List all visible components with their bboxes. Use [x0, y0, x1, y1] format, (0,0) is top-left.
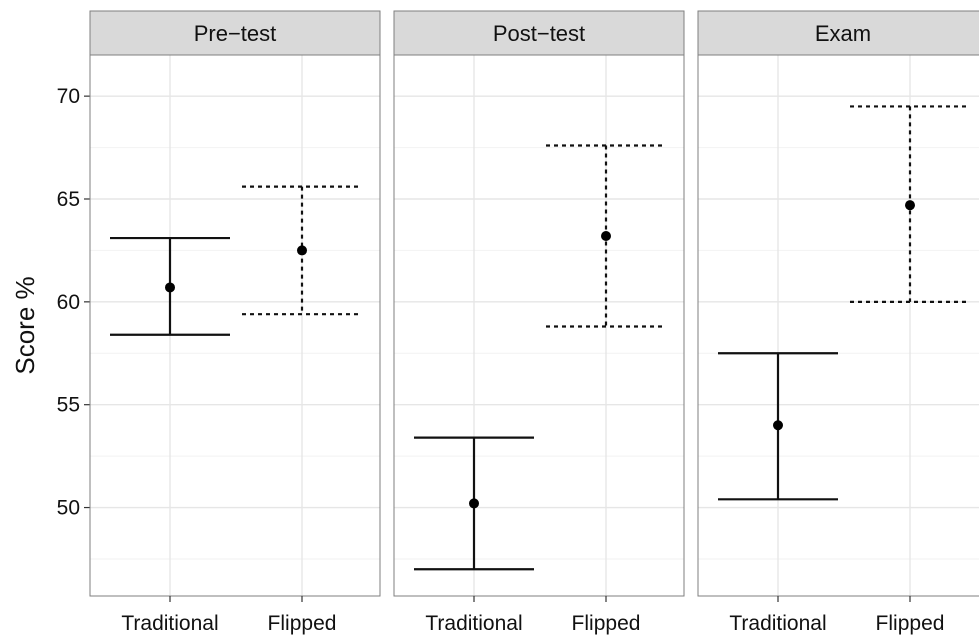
x-tick-label: Traditional: [425, 612, 522, 635]
mean-point: [601, 231, 611, 242]
facet-strip-label: Exam: [815, 21, 871, 46]
facet-strip: [89, 10, 381, 56]
y-tick-label: 50: [57, 497, 80, 520]
mean-point: [297, 245, 307, 256]
mean-point: [773, 420, 783, 431]
x-tick-label: Flipped: [876, 612, 945, 635]
facet-strip: [697, 10, 979, 56]
facet-panel: [393, 54, 685, 597]
x-tick-label: Flipped: [268, 612, 337, 635]
y-tick-label: 60: [57, 291, 80, 314]
facet-panel-border: [89, 54, 381, 597]
y-tick-label: 65: [57, 188, 80, 211]
facet-panel: [89, 54, 381, 597]
y-tick-label: 55: [57, 394, 80, 417]
y-tick-label: 70: [57, 85, 80, 108]
x-tick-label: Traditional: [729, 612, 826, 635]
facet-strip-label: Pre−test: [194, 21, 277, 46]
facet-strip-label: Post−test: [493, 21, 585, 46]
mean-point: [165, 282, 175, 293]
mean-point: [905, 200, 915, 211]
y-axis-title: Score %: [10, 276, 40, 374]
mean-point: [469, 498, 479, 509]
facet-strip: [393, 10, 685, 56]
x-tick-label: Traditional: [121, 612, 218, 635]
facet-panel-border: [697, 54, 979, 597]
x-tick-label: Flipped: [572, 612, 641, 635]
facet-panel-border: [393, 54, 685, 597]
facet-panel: [697, 54, 979, 597]
